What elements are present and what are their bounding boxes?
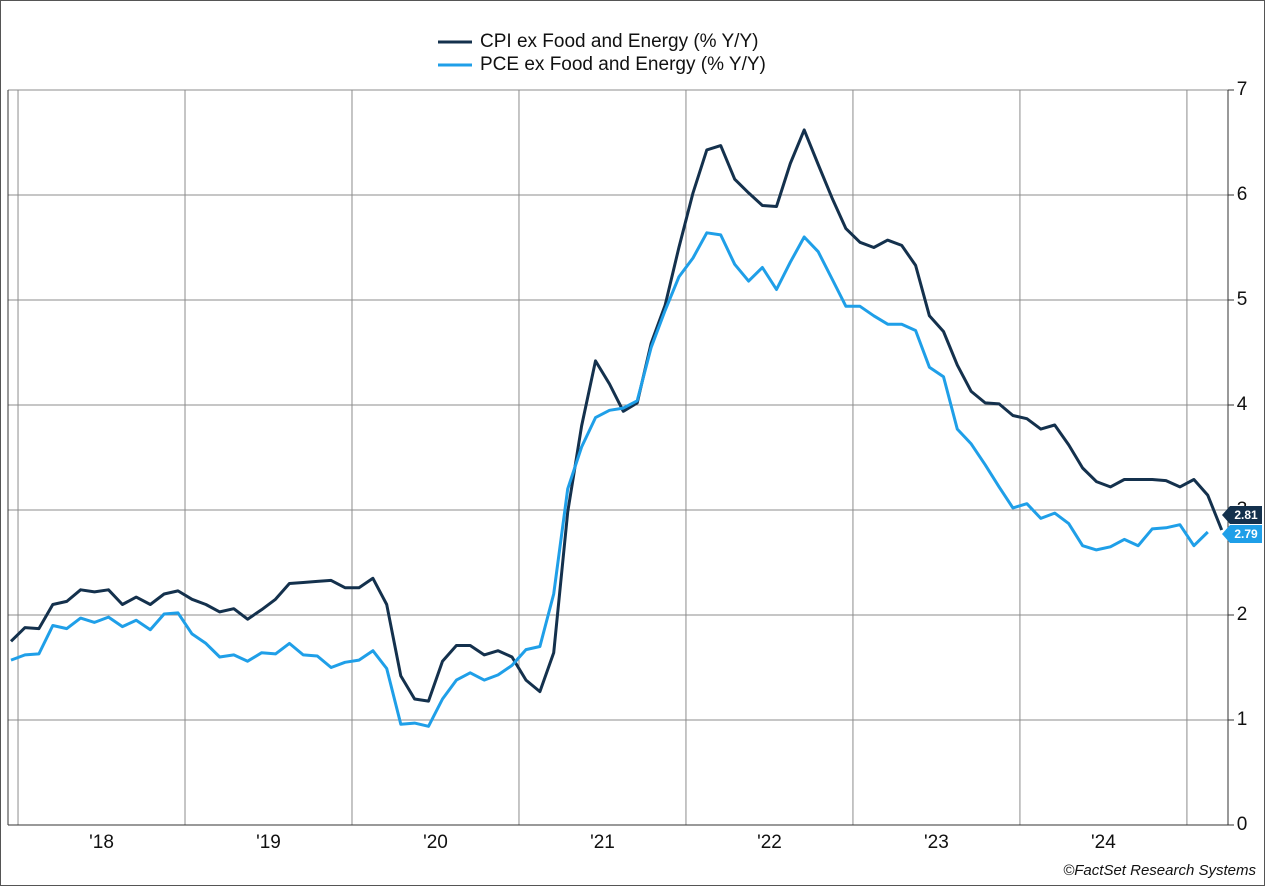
y-tick-label: 1	[1237, 709, 1248, 730]
end-label-box	[1222, 506, 1262, 524]
legend-label: PCE ex Food and Energy (% Y/Y)	[480, 54, 766, 75]
x-tick-label: '19	[256, 832, 281, 853]
x-tick-label: '23	[924, 832, 949, 853]
y-tick-label: 6	[1237, 184, 1248, 205]
x-tick-label: '21	[590, 832, 615, 853]
y-tick-label: 4	[1237, 394, 1248, 415]
y-tick-label: 5	[1237, 289, 1248, 310]
legend-label: CPI ex Food and Energy (% Y/Y)	[480, 31, 758, 52]
end-label: 2.81	[1234, 508, 1258, 522]
x-tick-label: '18	[89, 832, 114, 853]
end-label-box	[1222, 525, 1262, 543]
source-note: ©FactSet Research Systems	[1063, 862, 1256, 879]
x-tick-label: '20	[423, 832, 448, 853]
end-label: 2.79	[1234, 527, 1258, 541]
x-tick-label: '22	[757, 832, 782, 853]
y-tick-label: 7	[1237, 79, 1248, 100]
y-tick-label: 0	[1237, 814, 1248, 835]
x-tick-label: '24	[1091, 832, 1116, 853]
series-line	[9, 128, 1224, 703]
series-line	[10, 231, 1209, 728]
y-tick-label: 2	[1237, 604, 1248, 625]
